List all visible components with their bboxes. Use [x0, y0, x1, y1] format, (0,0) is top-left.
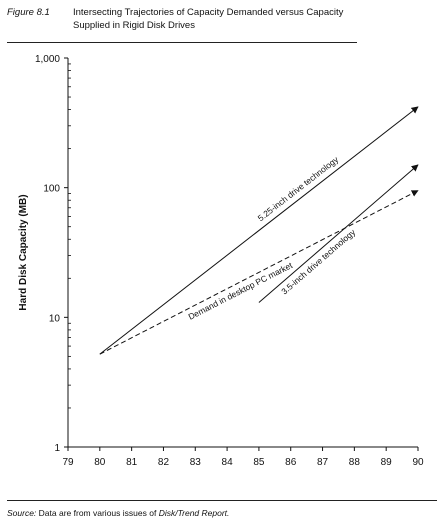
x-tick-label: 83 — [190, 457, 202, 468]
series-line-1 — [99, 190, 419, 355]
x-tick-label: 85 — [253, 457, 265, 468]
source-publication: Disk/Trend Report. — [158, 508, 230, 518]
series-annotation-1: Demand in desktop PC market — [187, 260, 295, 322]
series-line-2 — [258, 164, 419, 303]
y-tick-label: 1,000 — [35, 54, 60, 65]
source-note: Source: Data are from various issues of … — [7, 508, 229, 518]
top-rule — [7, 42, 357, 43]
y-axis-label: Hard Disk Capacity (MB) — [18, 194, 29, 310]
x-tick-label: 87 — [317, 457, 329, 468]
series-annotation-0: 5.25-inch drive technology — [256, 154, 341, 223]
y-tick-label: 100 — [43, 184, 60, 195]
x-tick-label: 88 — [349, 457, 361, 468]
x-tick-label: 79 — [62, 457, 74, 468]
x-tick-label: 86 — [285, 457, 297, 468]
x-tick-label: 81 — [126, 457, 138, 468]
y-tick-label: 10 — [49, 313, 61, 324]
x-tick-label: 90 — [412, 457, 424, 468]
series-annotation-2: 3.5-inch drive technology — [279, 227, 358, 297]
source-label: Source: — [7, 508, 37, 518]
figure-label: Figure 8.1 — [7, 7, 50, 18]
x-tick-label: 84 — [222, 457, 234, 468]
x-tick-label: 89 — [381, 457, 393, 468]
capacity-chart: 1101001,000798081828384858687888990YearH… — [18, 54, 424, 468]
x-tick-label: 80 — [94, 457, 106, 468]
y-tick-label: 1 — [54, 443, 60, 454]
x-tick-label: 82 — [158, 457, 170, 468]
bottom-rule — [7, 500, 437, 501]
figure-title: Intersecting Trajectories of Capacity De… — [73, 7, 344, 31]
series-line-0 — [99, 106, 419, 355]
source-text: Data are from various issues of — [38, 508, 157, 518]
